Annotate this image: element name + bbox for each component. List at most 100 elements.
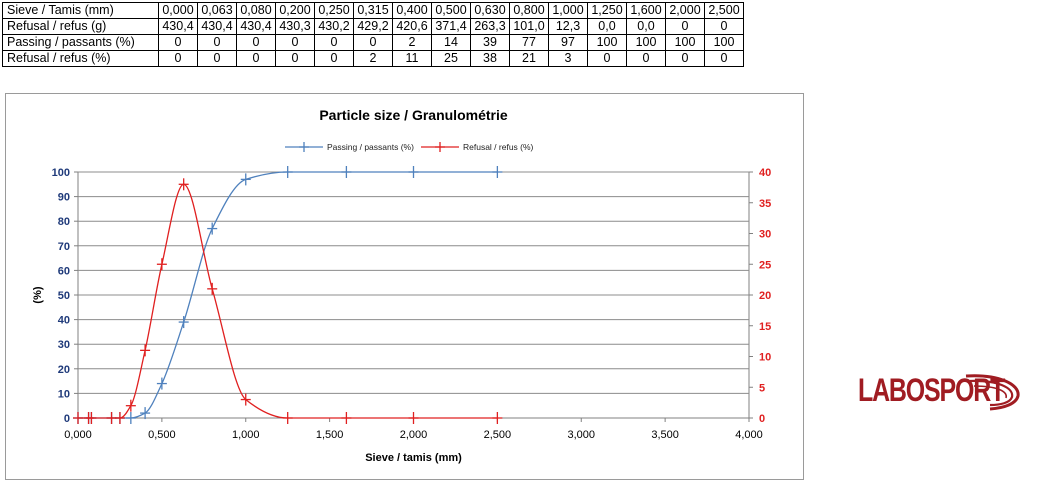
y-tick-label: 30 [58, 339, 70, 351]
x-tick-label: 0,000 [64, 429, 92, 441]
data-point [207, 282, 218, 295]
table-cell: 25 [431, 50, 471, 67]
table-row: Sieve / Tamis (mm) 0,000 0,063 0,080 0,200 0,… [2, 2, 744, 19]
data-point [341, 166, 352, 178]
x-tick-label: 4,000 [735, 429, 763, 441]
data-point [114, 412, 125, 424]
data-point [207, 222, 218, 235]
legend-label: Refusal / refus (%) [463, 142, 534, 152]
y-tick-label: 100 [52, 167, 70, 179]
table-cell: 0 [314, 50, 354, 67]
data-point [140, 344, 151, 357]
table-cell: 0 [275, 50, 315, 67]
data-point [492, 166, 503, 178]
table-cell: 0 [158, 50, 198, 67]
x-tick-label: 2,500 [484, 429, 512, 441]
y2-tick-label: 25 [759, 259, 771, 271]
y-tick-label: 90 [58, 192, 70, 204]
table-cell: 14 [431, 34, 471, 51]
table-cell: 77 [509, 34, 549, 51]
table-cell: 0 [353, 34, 393, 51]
y-axis-title: (%) [32, 286, 44, 303]
table-cell: 0 [587, 50, 627, 67]
table-cell: 0 [158, 34, 198, 51]
data-point [408, 412, 419, 424]
table-cell: 429,2 [353, 18, 393, 35]
x-tick-label: 1,000 [232, 429, 260, 441]
table-cell: 0,500 [431, 2, 471, 19]
y2-tick-label: 30 [759, 229, 771, 241]
table-cell: 0,080 [236, 2, 276, 19]
data-point [156, 377, 167, 390]
data-point [408, 166, 419, 178]
y2-tick-label: 20 [759, 290, 771, 302]
data-point [240, 173, 251, 186]
table-cell: 0 [314, 34, 354, 51]
table-cell: 0 [197, 50, 237, 67]
table-cell: 0,315 [353, 2, 393, 19]
table-cell: 0 [626, 50, 666, 67]
row-header: Refusal / refus (%) [2, 50, 159, 67]
table-cell: 430,4 [158, 18, 198, 35]
table-cell: 11 [392, 50, 432, 67]
data-point [341, 412, 352, 424]
table-cell: 0 [704, 50, 744, 67]
table-cell: 0 [236, 34, 276, 51]
x-tick-label: 2,000 [400, 429, 428, 441]
y2-tick-label: 35 [759, 198, 771, 210]
y-tick-label: 50 [58, 290, 70, 302]
series-line [78, 183, 498, 419]
table-cell: 0,250 [314, 2, 354, 19]
table-row: Refusal / refus (g) 430,4 430,4 430,4 430,3 4… [2, 18, 744, 35]
data-point [125, 412, 136, 424]
table-cell: 0,200 [275, 2, 315, 19]
data-point [156, 258, 167, 271]
granulometry-chart: 0 10 20 30 40 50 60 70 80 90 100 0 5 10 15 20 25 30 35 40 0,… [32, 107, 771, 464]
table-cell: 0 [236, 50, 276, 67]
data-point [178, 178, 189, 191]
table-cell: 430,3 [275, 18, 315, 35]
table-cell: 39 [470, 34, 510, 51]
table-row: Refusal / refus (%) 0 0 0 0 0 2 11 25 38 21 3 0 0 0 0 [2, 50, 744, 67]
table-cell: 1,250 [587, 2, 627, 19]
data-point [492, 412, 503, 424]
table-row: Passing / passants (%) 0 0 0 0 0 0 2 14 39 77 97 100… [2, 34, 744, 51]
table-cell: 100 [587, 34, 627, 51]
data-point [178, 316, 189, 329]
table-cell: 101,0 [509, 18, 549, 35]
table-cell: 100 [665, 34, 705, 51]
table-cell: 263,3 [470, 18, 510, 35]
table-cell: 12,3 [548, 18, 588, 35]
data-point [106, 412, 117, 424]
table-cell: 0,800 [509, 2, 549, 19]
table-cell: 430,2 [314, 18, 354, 35]
data-point [125, 399, 136, 412]
y2-tick-label: 0 [759, 413, 765, 425]
labosport-logo: LABOSPORT [858, 370, 1023, 414]
table-cell: 21 [509, 50, 549, 67]
y-tick-label: 40 [58, 315, 70, 327]
data-point [140, 407, 151, 420]
table-cell: 0,400 [392, 2, 432, 19]
y2-tick-label: 5 [759, 382, 765, 394]
x-tick-label: 3,500 [651, 429, 679, 441]
table-cell: 0,063 [197, 2, 237, 19]
table-cell: 0,000 [158, 2, 198, 19]
sieve-table: Sieve / Tamis (mm) 0,000 0,063 0,080 0,200 0,… [2, 2, 744, 67]
y-tick-label: 0 [64, 413, 70, 425]
table-cell: 430,4 [197, 18, 237, 35]
table-cell: 38 [470, 50, 510, 67]
chart-area: 0 10 20 30 40 50 60 70 80 90 100 0 5 10 15 20 25 30 35 40 0,… [5, 93, 804, 480]
table-cell: 2,500 [704, 2, 744, 19]
y-tick-label: 60 [58, 265, 70, 277]
table-cell: 371,4 [431, 18, 471, 35]
x-tick-label: 1,500 [316, 429, 344, 441]
y2-tick-label: 15 [759, 321, 771, 333]
table-cell: 1,600 [626, 2, 666, 19]
table-cell: 0,0 [626, 18, 666, 35]
x-tick-label: 0,500 [148, 429, 176, 441]
table-cell: 430,4 [236, 18, 276, 35]
table-cell: 0 [665, 50, 705, 67]
data-point [282, 166, 293, 178]
table-cell: 0 [275, 34, 315, 51]
